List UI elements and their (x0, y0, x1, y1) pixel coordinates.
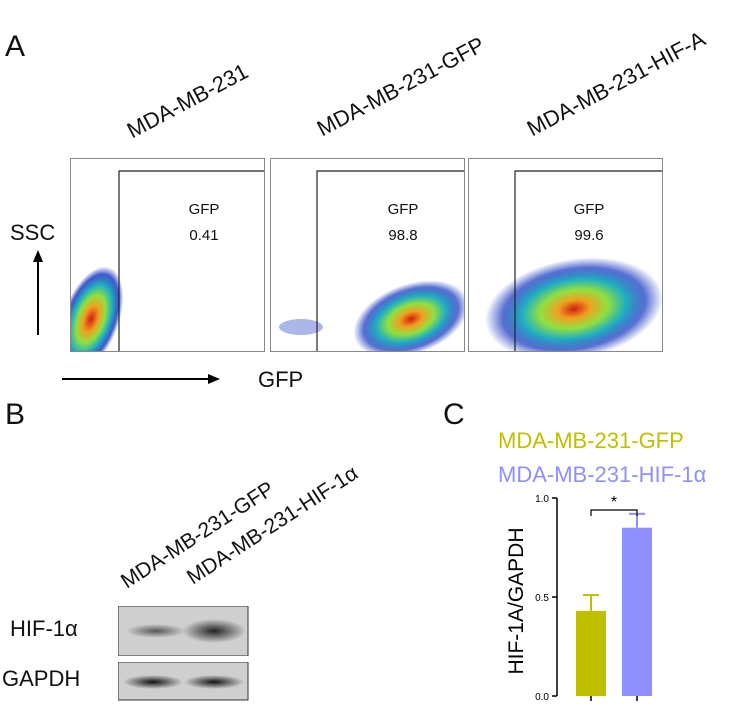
y-tick-label-1: 0.5 (535, 593, 549, 604)
legend-item-hif: MDA-MB-231-HIF-1α (498, 462, 707, 487)
y-tick-label-2: 1.0 (535, 494, 549, 505)
gate-label-1: GFP (188, 201, 220, 218)
y-axis-label: HIF-1A/GAPDH (505, 527, 528, 674)
blot-gapdh (118, 662, 249, 701)
sample-label-1: MDA-MB-231 (122, 58, 253, 144)
blot-hif (118, 606, 249, 656)
significance-star: * (611, 494, 617, 511)
bar-0 (576, 610, 606, 696)
flow-plot-2: GFP 98.8 (270, 158, 465, 352)
gate-label-2: GFP (387, 201, 419, 218)
x-axis-label-gfp: GFP (258, 367, 304, 392)
bar-chart: HIF-1A/GAPDH 0.0 0.5 1.0 * (505, 494, 652, 703)
panel-b-label: B (5, 398, 26, 431)
panel-c-label: C (443, 398, 465, 431)
y-axis-label-ssc: SSC (10, 220, 56, 245)
sample-label-2: MDA-MB-231-GFP (312, 31, 489, 142)
flow-plot-3-svg (484, 170, 662, 351)
flow-plot-1: GFP 0.41 (70, 158, 265, 352)
gate-value-3: 99.6 (574, 227, 604, 244)
gate-value-2: 98.8 (388, 227, 418, 244)
significance-bracket (590, 509, 638, 516)
gate-label-3: GFP (573, 201, 605, 218)
sample-label-3: MDA-MB-231-HIF-A (522, 26, 710, 142)
band-label-hif: HIF-1α (10, 616, 78, 641)
y-tick-label-0: 0.0 (535, 692, 549, 703)
gate-value-1: 0.41 (189, 227, 219, 244)
bar-1 (622, 527, 652, 696)
flow-plot-3: GFP 99.6 (468, 158, 663, 352)
panel-a-label: A (5, 30, 26, 63)
flow-plot-1-svg (71, 170, 264, 351)
flow-plot-2-svg (279, 170, 464, 351)
band-label-gapdh: GAPDH (2, 666, 81, 691)
legend-item-gfp: MDA-MB-231-GFP (498, 428, 684, 453)
